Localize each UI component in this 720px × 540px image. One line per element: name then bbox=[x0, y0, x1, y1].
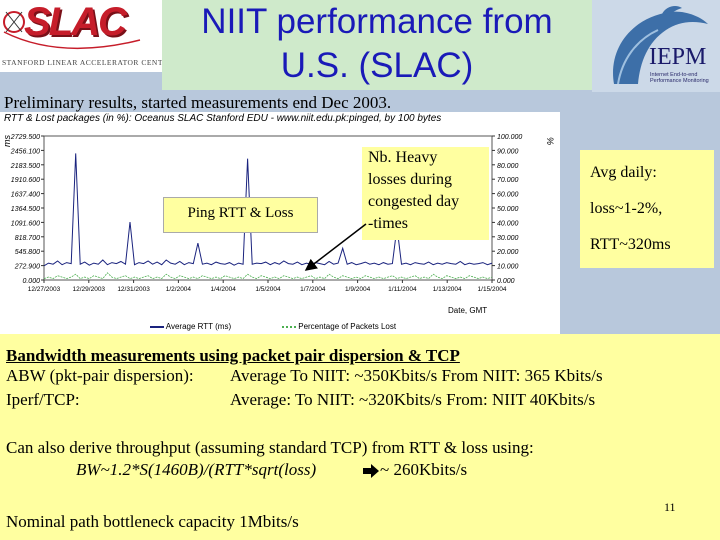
x-tick-label: 12/31/2003 bbox=[117, 286, 150, 293]
x-tick-label: 12/29/2003 bbox=[73, 286, 106, 293]
preliminary-note: Preliminary results, started measurement… bbox=[4, 93, 392, 112]
arrow-right-icon bbox=[363, 464, 379, 478]
y-tick-label: 545.800 bbox=[15, 249, 40, 256]
legend-loss: Percentage of Packets Lost bbox=[282, 322, 396, 331]
slac-logo-graphic bbox=[3, 11, 141, 50]
y-tick-label: 1364.500 bbox=[11, 206, 40, 213]
iepm-logo bbox=[592, 0, 720, 92]
x-tick-label: 1/9/2004 bbox=[345, 286, 371, 293]
y2-tick-label: 70.000 bbox=[497, 177, 519, 184]
y2-tick-label: 80.000 bbox=[497, 163, 519, 170]
x-axis-label: Date, GMT bbox=[448, 306, 488, 315]
bandwidth-title: Bandwidth measurements using packet pair… bbox=[6, 346, 460, 365]
x-tick-label: 1/5/2004 bbox=[255, 286, 281, 293]
dolphin-icon bbox=[613, 6, 708, 85]
bw-formula: BW~1.2*S(1460B)/(RTT*sqrt(loss) bbox=[76, 460, 317, 479]
y2-tick-label: 90.000 bbox=[497, 148, 519, 155]
y2-tick-label: 0.000 bbox=[497, 278, 515, 285]
y-tick-label: 2729.500 bbox=[10, 134, 40, 141]
slac-subtitle: STANFORD LINEAR ACCELERATOR CENTER bbox=[2, 58, 174, 67]
slide-title-line1: NIIT performance from bbox=[201, 2, 553, 41]
slac-logo-text: SLAC bbox=[24, 0, 127, 44]
y-tick-label: 1091.600 bbox=[11, 220, 40, 227]
x-tick-label: 1/4/2004 bbox=[211, 286, 237, 293]
legend-rtt: Average RTT (ms) bbox=[150, 322, 231, 331]
abw-values: Average To NIIT: ~350Kbits/s From NIIT: … bbox=[230, 366, 603, 385]
heavy-loss-callout: Nb. Heavy losses during congested day -t… bbox=[362, 147, 489, 240]
slac-logo: SLAC STANFORD LINEAR ACCELERATOR CENTER bbox=[0, 0, 173, 72]
y-tick-label: 1910.600 bbox=[11, 177, 40, 184]
iperf-label: Iperf/TCP: bbox=[6, 390, 80, 409]
y-tick-label: 2456.100 bbox=[10, 148, 40, 155]
y-tick-label: 2183.500 bbox=[10, 163, 40, 170]
x-tick-label: 1/2/2004 bbox=[166, 286, 192, 293]
x-tick-label: 1/15/2004 bbox=[478, 286, 507, 293]
nominal-capacity: Nominal path bottleneck capacity 1Mbits/… bbox=[6, 512, 299, 531]
derive-text: Can also derive throughput (assuming sta… bbox=[6, 438, 534, 457]
page-number: 11 bbox=[664, 500, 676, 514]
title-box: NIIT performance from U.S. (SLAC) bbox=[162, 0, 592, 90]
avg-daily-callout: Avg daily: loss~1-2%, RTT~320ms bbox=[580, 150, 714, 268]
x-tick-label: 12/27/2003 bbox=[28, 286, 61, 293]
iperf-values: Average: To NIIT: ~320Kbits/s From: NIIT… bbox=[230, 390, 596, 409]
y-tick-label: 0.000 bbox=[22, 278, 40, 285]
y-tick-label: 272.900 bbox=[14, 264, 40, 271]
iepm-subtitle: Internet End-to-end Performance Monitori… bbox=[650, 72, 709, 84]
bandwidth-section: Bandwidth measurements using packet pair… bbox=[0, 334, 720, 540]
ping-callout: Ping RTT & Loss bbox=[163, 197, 318, 233]
y2-tick-label: 50.000 bbox=[497, 206, 519, 213]
bw-result: ~ 260Kbits/s bbox=[380, 460, 468, 479]
abw-label: ABW (pkt-pair dispersion): bbox=[6, 366, 194, 385]
y2-tick-label: 30.000 bbox=[497, 235, 519, 242]
y-tick-label: 1637.400 bbox=[11, 192, 40, 199]
x-tick-label: 1/7/2004 bbox=[300, 286, 326, 293]
y2-tick-label: 10.000 bbox=[497, 264, 519, 271]
x-tick-label: 1/11/2004 bbox=[388, 286, 417, 293]
y2-tick-label: 40.000 bbox=[497, 220, 519, 227]
y2-tick-label: 20.000 bbox=[496, 249, 519, 256]
rtt-series-line bbox=[43, 153, 493, 267]
y-tick-label: 818.700 bbox=[15, 235, 40, 242]
y2-tick-label: 100.000 bbox=[497, 134, 522, 141]
chart-title: RTT & Lost packages (in %): Oceanus SLAC… bbox=[4, 113, 442, 124]
ping-callout-text: Ping RTT & Loss bbox=[187, 205, 294, 221]
iepm-logo-text: IEPM bbox=[649, 44, 707, 70]
x-tick-label: 1/13/2004 bbox=[433, 286, 462, 293]
y2-tick-label: 60.000 bbox=[497, 192, 519, 199]
slide-title-line2: U.S. (SLAC) bbox=[280, 46, 474, 85]
